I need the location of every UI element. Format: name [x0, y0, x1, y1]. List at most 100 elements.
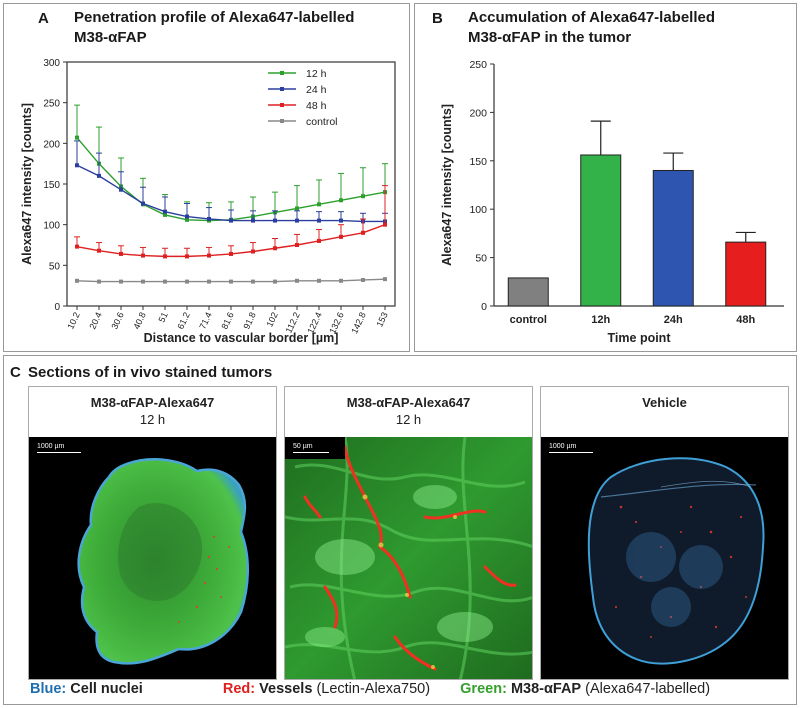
- data-point: [361, 277, 365, 282]
- y-tick-label: 0: [54, 302, 60, 313]
- x-tick-label: 61.2: [175, 311, 191, 331]
- data-point: [317, 238, 321, 243]
- micrograph-2-header: M38-αFAP-Alexa647 12 h: [285, 387, 532, 437]
- micrograph-1-title: M38-αFAP-Alexa647: [90, 395, 215, 410]
- legend-label: 48 h: [306, 100, 327, 112]
- y-tick-label: 100: [43, 221, 60, 232]
- legend-red-key: Red: [222, 681, 251, 697]
- x-tick-label: 40.8: [131, 311, 147, 331]
- data-point: [75, 135, 79, 140]
- legend-marker: [280, 103, 284, 107]
- y-tick-label: 250: [43, 99, 60, 110]
- data-point: [119, 187, 123, 192]
- bar-control: [507, 277, 549, 307]
- data-point: [251, 218, 255, 223]
- data-point: [383, 277, 387, 282]
- panel-c-title: Sections of in vivo stained tumors: [28, 364, 273, 381]
- data-point: [383, 222, 387, 227]
- data-point: [229, 218, 233, 223]
- panel-b-title: Accumulation of Alexa647-labelled M38-αF…: [468, 8, 715, 48]
- legend-blue-text: Cell nuclei: [70, 681, 143, 697]
- legend-marker: [280, 119, 284, 123]
- line-chart: 0 50 100 150 200 250 300 10.2 20.4 30.6 40.8 51 61.2…: [20, 58, 396, 345]
- panel-b-letter: B: [432, 10, 443, 27]
- scale-bar-label: 1000 µm: [37, 443, 65, 450]
- micrograph-2: M38-αFAP-Alexa647 12 h: [284, 386, 533, 680]
- x-tick-label: 10.2: [65, 311, 81, 331]
- data-point: [251, 249, 255, 254]
- y-tick-label: 250: [469, 59, 487, 71]
- micrograph-2-title: M38-αFAP-Alexa647: [346, 395, 471, 410]
- legend-red-text-bold: Vessels: [259, 681, 313, 697]
- legend-label: 12 h: [306, 68, 327, 80]
- y-tick-label: 50: [49, 261, 61, 272]
- panel-a-title: Penetration profile of Alexa647-labelled…: [74, 8, 354, 48]
- micrograph-1-subtitle: 12 h: [139, 412, 166, 427]
- x-axis-label: Distance to vascular border [µm]: [144, 331, 339, 345]
- panel-a-title-line2: M38-αFAP: [74, 29, 147, 46]
- legend-green-text: (Alexa647-labelled): [585, 681, 711, 697]
- x-tick-label: control: [510, 314, 547, 326]
- data-point: [273, 218, 277, 223]
- micrograph-1: M38-αFAP-Alexa647 12 h 1000 µm: [28, 386, 277, 680]
- x-tick-label: 153: [374, 311, 389, 329]
- scale-bar-label: 1000 µm: [549, 443, 577, 450]
- plot-frame: [66, 61, 396, 307]
- y-axis-label: Alexa647 intensity [counts]: [20, 103, 34, 265]
- x-tick-label: 20.4: [87, 311, 103, 331]
- data-point: [119, 251, 123, 256]
- x-axis-label: Time point: [608, 331, 672, 345]
- data-point: [141, 279, 145, 284]
- micrograph-3-header: Vehicle: [541, 387, 788, 437]
- series-control: [75, 277, 387, 284]
- x-tick-label: 51: [157, 311, 170, 324]
- data-point: [361, 230, 365, 235]
- data-point: [295, 218, 299, 223]
- data-point: [185, 279, 189, 284]
- legend-marker: [280, 71, 284, 75]
- scale-bar: 1000 µm: [549, 443, 593, 453]
- data-point: [75, 244, 79, 249]
- data-point: [339, 234, 343, 239]
- legend-marker: [280, 87, 284, 91]
- series-12-h: [74, 104, 388, 223]
- series-48-h: [74, 185, 388, 259]
- bar-48h: [725, 241, 767, 307]
- data-point: [295, 243, 299, 247]
- data-point: [273, 246, 277, 251]
- scale-bar: 1000 µm: [37, 443, 81, 453]
- bar-24h: [652, 169, 694, 307]
- legend-blue-key: Blue: [30, 681, 62, 697]
- color-legend: Blue: Cell nuclei Red: Vessels (Lectin-A…: [30, 681, 711, 697]
- panel-a-title-line1: Penetration profile of Alexa647-labelled: [74, 9, 355, 26]
- data-point: [141, 201, 145, 206]
- data-point: [163, 279, 167, 284]
- data-point: [141, 253, 145, 258]
- y-tick-label: 100: [469, 204, 487, 216]
- data-point: [207, 216, 211, 221]
- data-point: [295, 278, 299, 283]
- y-tick-label: 150: [43, 180, 60, 191]
- x-tick-label: 24h: [664, 314, 683, 326]
- legend-label: 24 h: [306, 84, 327, 96]
- scale-bar: 50 µm: [293, 443, 329, 453]
- data-point: [339, 198, 343, 203]
- y-tick-label: 300: [43, 58, 60, 69]
- data-point: [339, 278, 343, 283]
- x-tick-label: 142.8: [349, 311, 368, 336]
- panel-b-title-line2: M38-αFAP in the tumor: [468, 29, 632, 46]
- data-point: [295, 206, 299, 211]
- data-point: [207, 279, 211, 284]
- data-point: [273, 279, 277, 284]
- tumor-section-image: [77, 458, 249, 665]
- bar-12h: [580, 154, 622, 307]
- data-point: [361, 194, 365, 199]
- x-tick-label: 91.8: [241, 311, 257, 331]
- panel-b-title-line1: Accumulation of Alexa647-labelled: [468, 9, 716, 26]
- bar-chart: 0 50 100 150 200 250 control 12h 24h 48h Time poin…: [440, 59, 784, 345]
- data-point: [339, 218, 343, 223]
- micrograph-3: Vehicle 1000 µm: [540, 386, 789, 680]
- data-point: [119, 279, 123, 284]
- micrograph-1-header: M38-αFAP-Alexa647 12 h: [29, 387, 276, 437]
- panel-a: [3, 3, 410, 352]
